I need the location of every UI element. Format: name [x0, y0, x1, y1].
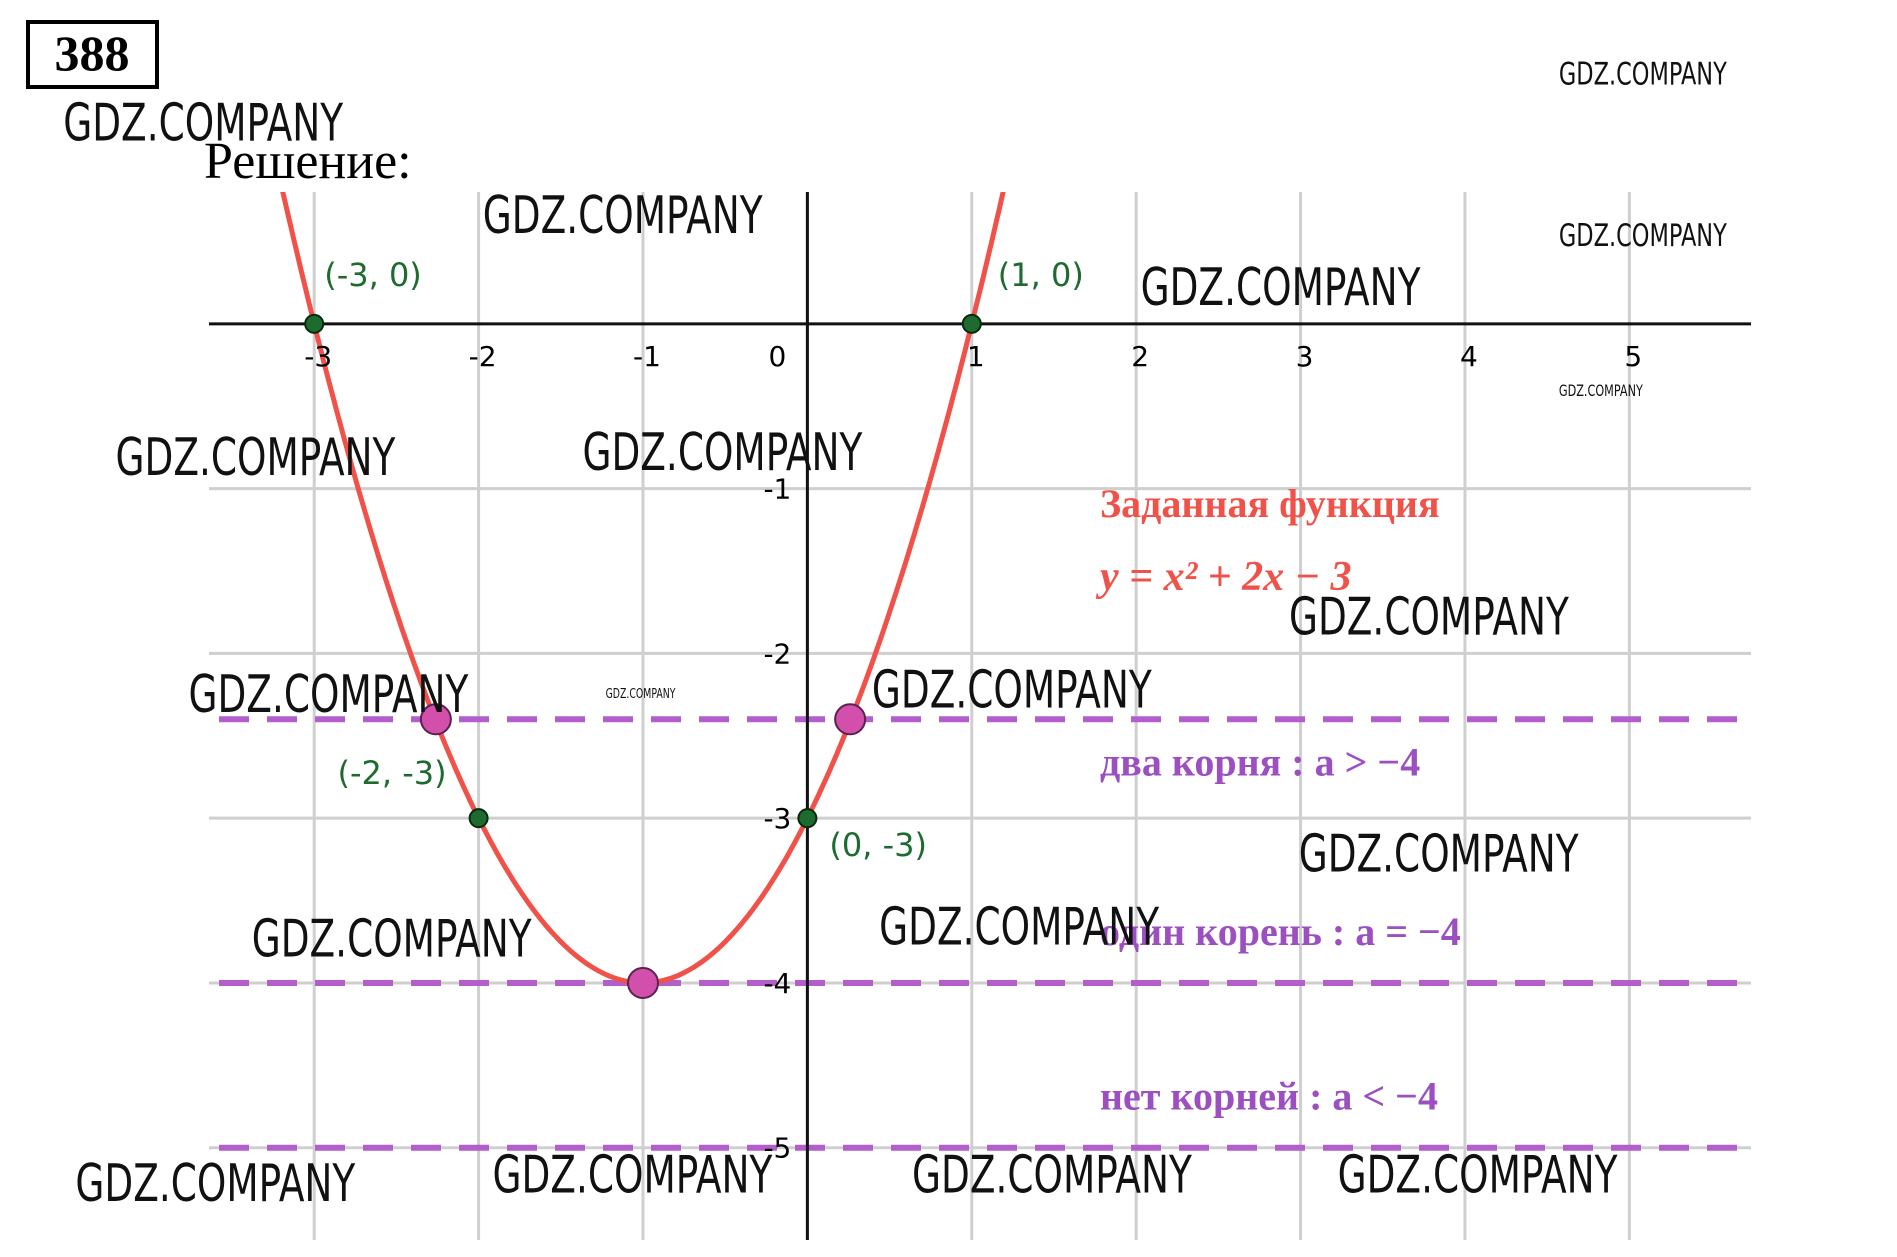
function-formula: y = x² + 2x − 3: [1095, 554, 1352, 600]
level-label: нет корней : a < −4: [1100, 1074, 1438, 1119]
x-tick-label: 3: [1296, 340, 1314, 373]
watermark: GDZ.COMPANY: [116, 427, 396, 488]
watermark: GDZ.COMPANY: [252, 908, 532, 969]
x-tick-label: -1: [633, 340, 661, 373]
y-tick-label: -1: [763, 473, 791, 506]
intersection-point: [626, 966, 659, 999]
watermark: GDZ.COMPANY: [879, 896, 1159, 957]
point-label: (0, -3): [829, 826, 927, 864]
watermark: GDZ.COMPANY: [1559, 219, 1727, 255]
solution-label: Решение:: [204, 133, 412, 190]
x-tick-label: 4: [1460, 340, 1478, 373]
x-tick-label: 0: [768, 340, 786, 373]
task-number: 388: [55, 25, 130, 81]
x-tick-label: -3: [304, 340, 332, 373]
key-point: [961, 313, 982, 334]
point-label: (-2, -3): [337, 754, 446, 792]
watermark: GDZ.COMPANY: [1559, 57, 1727, 93]
intersection-point: [419, 703, 452, 736]
watermark: GDZ.COMPANY: [188, 664, 468, 725]
key-point: [468, 808, 489, 829]
x-tick-label: 2: [1131, 340, 1149, 373]
watermark: GDZ.COMPANY: [483, 185, 763, 246]
y-tick-label: -3: [763, 802, 791, 835]
x-tick-label: 1: [967, 340, 985, 373]
x-tick-label: -2: [469, 340, 497, 373]
watermark: GDZ.COMPANY: [1559, 382, 1643, 400]
y-tick-label: -5: [763, 1132, 791, 1165]
watermark: GDZ.COMPANY: [582, 422, 862, 483]
x-tick-label: 5: [1624, 340, 1642, 373]
watermark: GDZ.COMPANY: [63, 92, 343, 153]
number-box: [26, 20, 159, 89]
y-tick-label: -2: [763, 637, 791, 670]
y-tick-label: -4: [763, 967, 791, 1000]
plot-area: [209, 192, 1751, 1240]
function-title: Заданная функция: [1100, 481, 1440, 526]
watermark: GDZ.COMPANY: [872, 659, 1152, 720]
watermark: GDZ.COMPANY: [75, 1153, 355, 1214]
watermark: GDZ.COMPANY: [912, 1144, 1192, 1205]
watermark: GDZ.COMPANY: [1338, 1144, 1618, 1205]
level-label: один корень : a = −4: [1100, 909, 1461, 954]
key-point: [304, 313, 325, 334]
level-label: два корня : a > −4: [1100, 739, 1420, 784]
function-curve: [280, 192, 1006, 986]
watermark: GDZ.COMPANY: [492, 1144, 772, 1205]
watermark: GDZ.COMPANY: [1299, 823, 1579, 884]
intersection-point: [834, 703, 867, 736]
watermark: GDZ.COMPANY: [1289, 586, 1569, 647]
point-label: (-3, 0): [324, 256, 422, 294]
watermark: GDZ.COMPANY: [606, 685, 676, 701]
watermark: GDZ.COMPANY: [1141, 257, 1421, 318]
point-label: (1, 0): [998, 256, 1084, 294]
key-point: [797, 808, 818, 829]
